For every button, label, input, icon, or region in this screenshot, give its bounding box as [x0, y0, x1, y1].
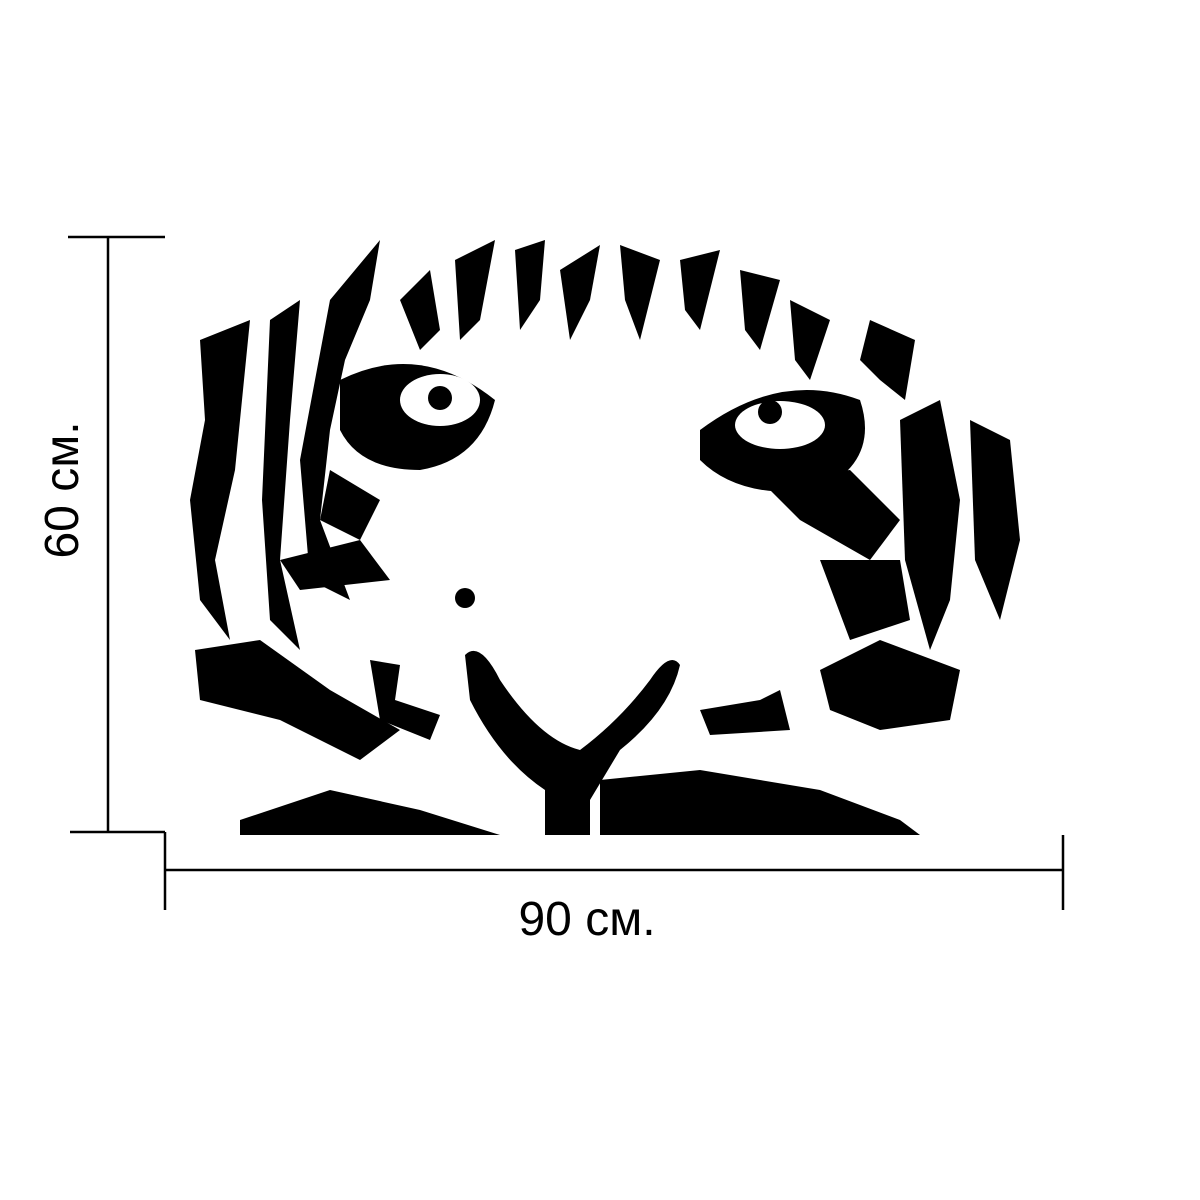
width-label: 90 см. — [518, 893, 655, 946]
height-label: 60 см. — [36, 421, 89, 558]
dimension-lines — [68, 235, 1065, 910]
tiger-illustration — [190, 240, 1020, 835]
